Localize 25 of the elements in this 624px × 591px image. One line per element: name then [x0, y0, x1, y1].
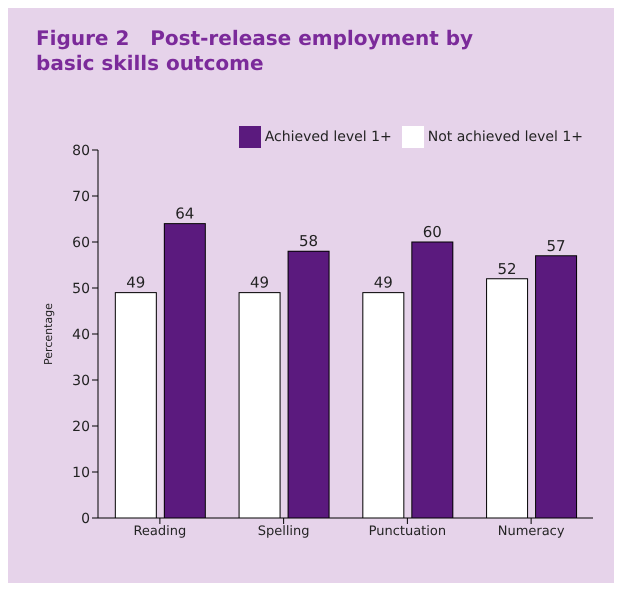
data-label: 64	[175, 204, 194, 223]
y-tick-label: 0	[81, 510, 90, 527]
x-tick-label: Spelling	[258, 524, 310, 540]
data-label: 49	[250, 274, 270, 292]
x-tick-label: Reading	[133, 524, 186, 540]
data-label: 49	[126, 274, 146, 292]
data-label: 52	[498, 260, 517, 278]
y-tick-label: 50	[72, 280, 90, 297]
legend-label: Achieved level 1+	[264, 128, 392, 145]
data-label: 57	[546, 236, 566, 255]
legend-label: Not achieved level 1+	[428, 128, 583, 145]
y-tick-label: 80	[72, 142, 90, 159]
y-axis-title: Percentage	[42, 302, 55, 365]
y-tick-label: 10	[72, 464, 90, 481]
y-tick-label: 60	[72, 234, 90, 251]
data-label: 60	[422, 223, 442, 241]
y-tick-label: 20	[72, 418, 90, 435]
y-tick-label: 30	[72, 372, 90, 389]
data-label: 49	[374, 274, 393, 292]
chart-title: Figure 2 Post-release employment by basic skills outcome	[36, 26, 474, 76]
data-label: 58	[299, 232, 318, 250]
x-tick-label: Numeracy	[498, 524, 565, 540]
x-tick-label: Punctuation	[368, 524, 446, 540]
y-tick-label: 40	[72, 326, 90, 343]
y-tick-label: 70	[72, 188, 90, 205]
